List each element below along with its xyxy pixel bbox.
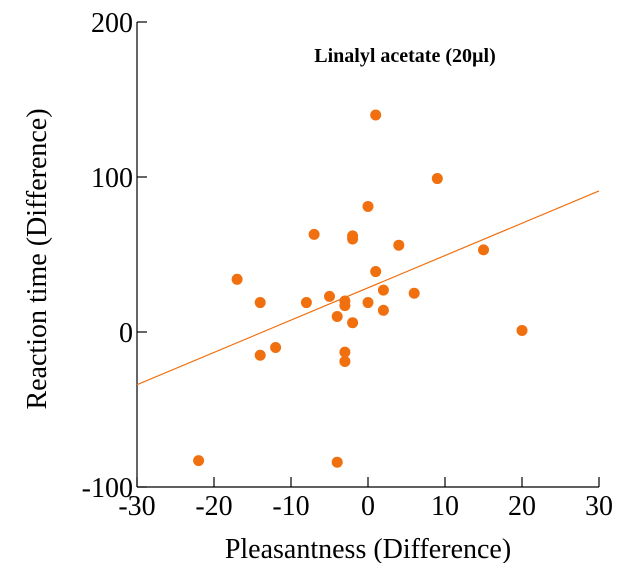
x-tick-label: -20 (195, 491, 232, 522)
data-point (339, 300, 351, 312)
data-point (324, 290, 335, 302)
y-tick-label: -100 (82, 473, 133, 504)
data-point (231, 273, 243, 285)
data-point (362, 297, 374, 309)
trendline (136, 190, 600, 386)
data-point (300, 297, 312, 309)
data-point (254, 349, 266, 361)
y-axis-title: Reaction time (Difference) (22, 108, 53, 409)
x-axis-title: Pleasantness (Difference) (225, 534, 511, 563)
data-point (370, 266, 382, 278)
data-point (431, 173, 443, 185)
data-point (516, 324, 528, 336)
trendline-layer (136, 190, 600, 386)
y-tick-label: 100 (91, 163, 133, 194)
y-tick-label: 200 (91, 8, 133, 39)
data-point (478, 244, 489, 256)
data-point (377, 284, 389, 296)
data-point (193, 455, 205, 467)
data-point (331, 456, 343, 468)
data-point (347, 233, 359, 245)
chart-title: Linalyl acetate (20µl) (314, 45, 495, 67)
points-layer (193, 109, 528, 468)
data-point (377, 304, 389, 316)
data-point (339, 355, 351, 367)
x-tick-label: 10 (431, 491, 459, 522)
data-point (347, 317, 359, 329)
data-point (339, 346, 351, 358)
data-point (308, 228, 320, 240)
data-point (362, 200, 374, 212)
x-tick-label: 20 (508, 491, 536, 522)
data-point (270, 342, 282, 353)
data-point (408, 287, 420, 299)
data-point (393, 239, 405, 251)
data-point (370, 109, 382, 121)
x-tick-label: -30 (118, 491, 155, 522)
x-tick-label: 0 (361, 491, 375, 522)
x-tick-label: -10 (272, 491, 309, 522)
data-point (254, 297, 266, 309)
x-tick-label: 30 (585, 491, 613, 522)
y-tick-label: 0 (119, 318, 133, 349)
data-point (331, 311, 343, 322)
